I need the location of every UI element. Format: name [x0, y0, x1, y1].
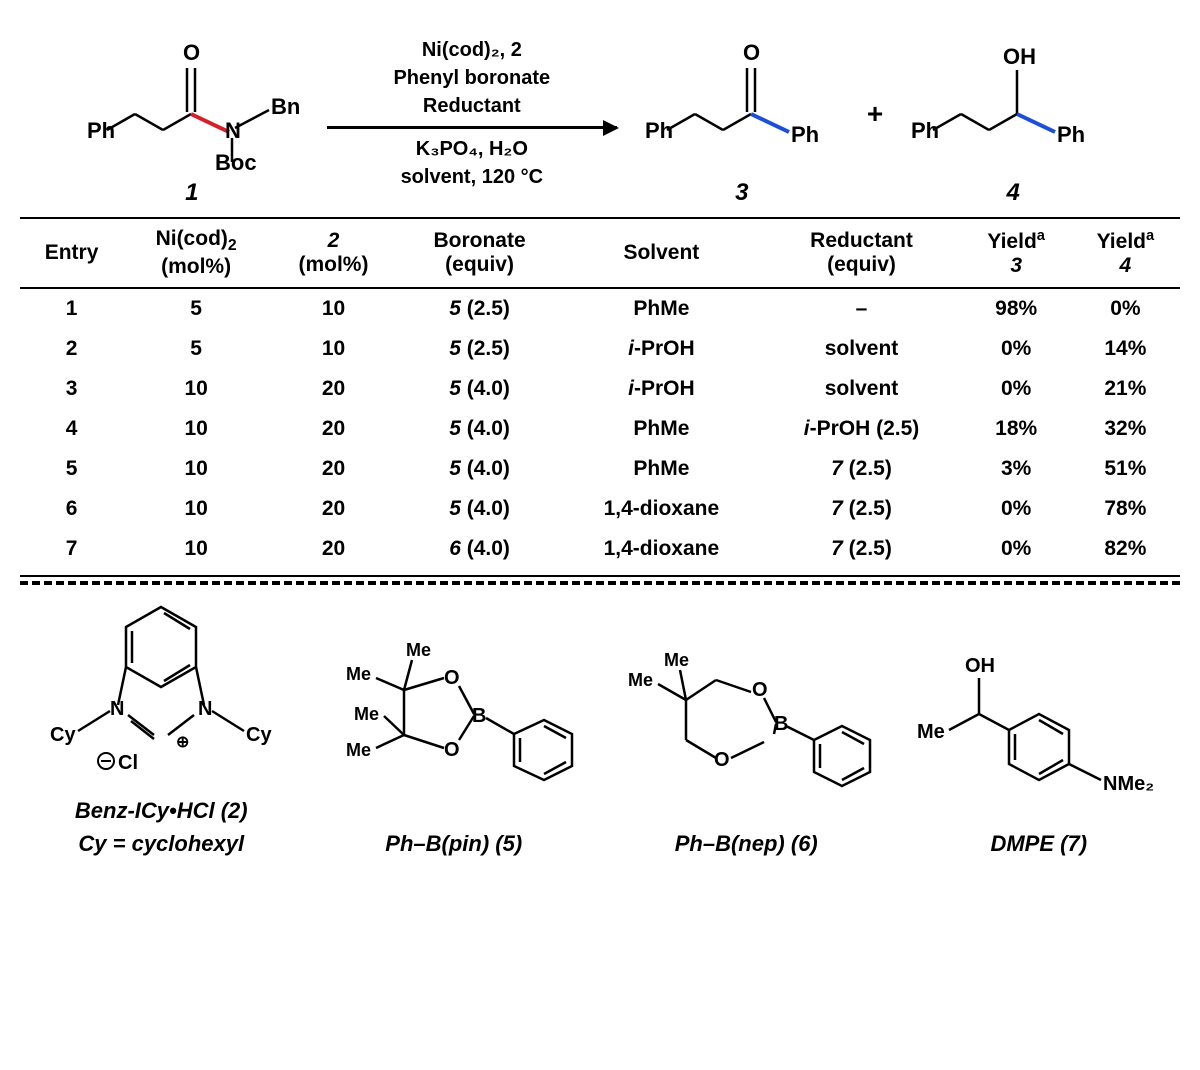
table-body: 15105 (2.5)PhMe–98%0%25105 (2.5)i-PrOHso…: [20, 288, 1180, 575]
arrow-icon: [327, 126, 617, 129]
compound-1: Ph O N Bn Boc 1: [77, 20, 307, 207]
ph-label: Ph: [911, 118, 939, 143]
cy1-label: Cy: [50, 724, 76, 746]
condition-line-1: K₃PO₄, H₂O: [327, 135, 617, 163]
nme2: NMe₂: [1103, 773, 1154, 795]
bn-label: Bn: [271, 94, 300, 119]
o1: O: [444, 667, 460, 689]
o-label: O: [183, 40, 200, 65]
compound-7-label: DMPE (7): [898, 831, 1181, 857]
table-row: 15105 (2.5)PhMe–98%0%: [20, 288, 1180, 329]
table-row: 410205 (4.0)PhMei-PrOH (2.5)18%32%: [20, 409, 1180, 449]
compound-4: Ph OH Ph 4: [903, 20, 1123, 207]
reagent-line-3: Reductant: [327, 92, 617, 120]
compound-2-label: Benz-ICy•HCl (2): [20, 798, 303, 824]
o-label: O: [743, 40, 760, 65]
me2: Me: [406, 640, 431, 660]
reaction-arrow-block: Ni(cod)₂, 2 Phenyl boronate Reductant K₃…: [327, 36, 617, 191]
table-row: 510205 (4.0)PhMe7 (2.5)3%51%: [20, 449, 1180, 489]
me2: Me: [664, 650, 689, 670]
col-yield3: Yielda3: [962, 218, 1071, 288]
compound-3-number: 3: [637, 179, 847, 207]
me4: Me: [354, 704, 379, 724]
compound-4-number: 4: [903, 179, 1123, 207]
compound-2-sublabel: Cy = cyclohexyl: [20, 831, 303, 857]
dashed-separator: [20, 581, 1180, 585]
ph-label: Ph: [87, 118, 115, 143]
ph-label: Ph: [645, 118, 673, 143]
boc-label: Boc: [215, 150, 257, 170]
o1: O: [752, 679, 768, 701]
n-label: N: [225, 118, 241, 143]
col-nicod: Ni(cod)2(mol%): [123, 218, 269, 288]
compound-6: O O B Me Me Ph–B(nep) (6): [605, 630, 888, 857]
cy2-label: Cy: [246, 724, 272, 746]
compound-7: Me OH NMe₂ DMPE (7): [898, 630, 1181, 857]
plus-charge: ⊕: [176, 734, 189, 751]
compound-2: N N Cy Cy ⊕ Cl Benz-ICy•HCl (2) Cy = cyc…: [20, 597, 303, 857]
me1: Me: [346, 664, 371, 684]
n1-label: N: [110, 698, 124, 720]
ph2-label: Ph: [791, 122, 819, 147]
me: Me: [917, 721, 945, 743]
optimization-table: Entry Ni(cod)2(mol%) 2(mol%) Boronate(eq…: [20, 217, 1180, 575]
me1: Me: [628, 670, 653, 690]
table-row: 610205 (4.0)1,4-dioxane7 (2.5)0%78%: [20, 489, 1180, 529]
condition-line-2: solvent, 120 °C: [327, 163, 617, 191]
table-header-row: Entry Ni(cod)2(mol%) 2(mol%) Boronate(eq…: [20, 218, 1180, 288]
plus-sign: +: [867, 98, 883, 130]
cl-label: Cl: [118, 752, 138, 774]
compound-1-number: 1: [77, 179, 307, 207]
table-row: 310205 (4.0)i-PrOHsolvent0%21%: [20, 369, 1180, 409]
compound-5: O O B Me Me Me Me Ph–B(pin) (5): [313, 630, 596, 857]
col-entry: Entry: [20, 218, 123, 288]
reaction-scheme: Ph O N Bn Boc 1 Ni(cod)₂, 2 Phenyl boron…: [20, 20, 1180, 207]
b: B: [472, 705, 486, 727]
oh: OH: [965, 655, 995, 677]
col-solvent: Solvent: [561, 218, 761, 288]
o2: O: [444, 739, 460, 761]
col-yield4: Yielda4: [1071, 218, 1180, 288]
col-reductant: Reductant(equiv): [761, 218, 961, 288]
table-row: 25105 (2.5)i-PrOHsolvent0%14%: [20, 329, 1180, 369]
compound-6-label: Ph–B(nep) (6): [605, 831, 888, 857]
o2: O: [714, 749, 730, 771]
table-bottom-rule: [20, 575, 1180, 577]
compound-3: Ph O Ph 3: [637, 20, 847, 207]
reagent-line-2: Phenyl boronate: [327, 64, 617, 92]
footer-compounds: N N Cy Cy ⊕ Cl Benz-ICy•HCl (2) Cy = cyc…: [20, 597, 1180, 857]
compound-5-label: Ph–B(pin) (5): [313, 831, 596, 857]
col-boronate: Boronate(equiv): [398, 218, 561, 288]
me3: Me: [346, 740, 371, 760]
table-row: 710206 (4.0)1,4-dioxane7 (2.5)0%82%: [20, 529, 1180, 575]
b: B: [774, 713, 788, 735]
reagent-line-1: Ni(cod)₂, 2: [327, 36, 617, 64]
oh-label: OH: [1003, 44, 1036, 69]
col-ligand: 2(mol%): [269, 218, 398, 288]
ph2-label: Ph: [1057, 122, 1085, 147]
n2-label: N: [198, 698, 212, 720]
